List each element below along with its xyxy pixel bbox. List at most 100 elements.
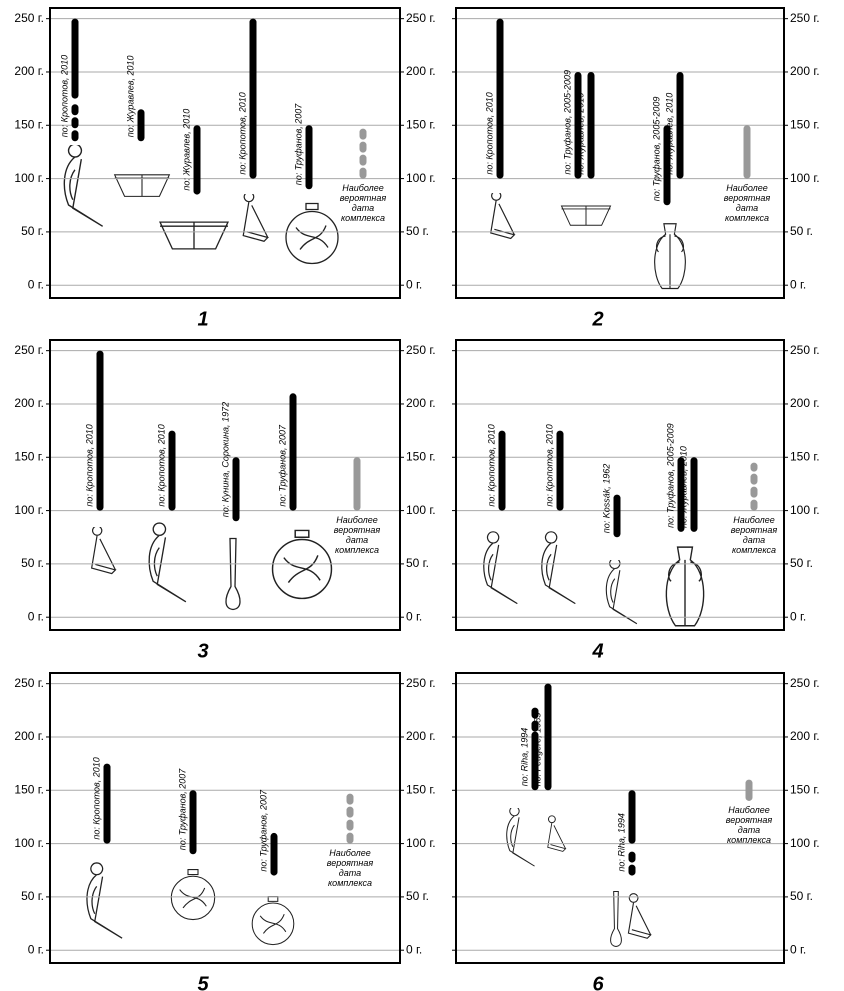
y-tick-label: 200 г. — [790, 64, 820, 78]
artifact — [226, 539, 240, 610]
artifact — [149, 523, 186, 602]
y-tick-label: 0 г. — [28, 609, 44, 623]
y-tick-label: 250 г. — [406, 11, 436, 25]
y-tick-label: 150 г. — [406, 117, 436, 131]
range-label: по: Кропотов, 2010 — [156, 424, 166, 506]
range-label: по: Журавлев, 2010 — [575, 93, 585, 175]
estimate-note-box: Наиболее вероятная дата комплекса — [717, 805, 781, 855]
panel-frame — [50, 8, 400, 298]
artifact — [115, 175, 170, 197]
range-label: по: Feugère, 1985 — [532, 712, 542, 786]
estimate-note-box: Наиболее вероятная дата комплекса — [715, 183, 779, 233]
artifact — [606, 558, 637, 623]
y-tick-label: 50 г. — [790, 224, 813, 238]
y-tick-label: 0 г. — [406, 609, 422, 623]
panel: 0 г. 50 г. 100 г. 150 г. 200 г. 250 г. по: Кро… — [452, 340, 820, 662]
y-tick-label: 250 г. — [790, 343, 820, 357]
estimate-note-box: Наиболее вероятная дата комплекса — [325, 515, 389, 565]
range-label: по: Труфанов, 2007 — [177, 768, 187, 851]
y-tick-label: 50 г. — [21, 889, 44, 903]
artifact — [628, 894, 650, 939]
y-tick-label: 200 г. — [790, 729, 820, 743]
artifact — [160, 222, 228, 249]
y-tick-label: 150 г. — [790, 449, 820, 463]
range-label: по: Кропотов, 2010 — [91, 757, 101, 839]
artifact — [171, 870, 214, 920]
range-label: по: Труфанов, 2007 — [277, 424, 287, 507]
range-label: по: Журавлев, 2010 — [664, 93, 674, 175]
y-tick-label: 0 г. — [28, 942, 44, 956]
range-label: по: Труфанов, 2005-2009 — [562, 70, 572, 175]
y-tick-label: 150 г. — [790, 117, 820, 131]
panel-number: 1 — [197, 308, 208, 330]
range-label: по: Кунина, Сорокина, 1972 — [220, 402, 230, 517]
panel: 0 г.0 г.50 г.50 г.100 г.100 г.150 г.150 … — [14, 340, 435, 662]
y-tick-label: 100 г. — [14, 836, 44, 850]
range-label: по: Riha, 1994 — [616, 813, 626, 872]
estimate-note: Наиболее вероятная дата комплекса — [715, 183, 779, 223]
y-tick-label: 100 г. — [790, 503, 820, 517]
panel-number: 2 — [591, 308, 603, 330]
artifact — [491, 191, 515, 238]
y-tick-label: 100 г. — [790, 836, 820, 850]
y-tick-label: 200 г. — [406, 396, 436, 410]
panel-number: 5 — [197, 973, 209, 991]
range-label: по: Riha, 1994 — [519, 728, 529, 787]
estimate-note-box: Наиболее вероятная дата комплекса — [331, 183, 395, 233]
estimate-note-box: Наиболее вероятная дата комплекса — [318, 848, 382, 898]
y-tick-label: 200 г. — [406, 729, 436, 743]
y-tick-label: 200 г. — [790, 396, 820, 410]
y-tick-label: 150 г. — [14, 449, 44, 463]
range-label: по: Труфанов, 2005-2009 — [665, 423, 675, 528]
y-tick-label: 100 г. — [406, 836, 436, 850]
estimate-note-box: Наиболее вероятная дата комплекса — [722, 515, 786, 565]
panel-frame — [456, 8, 784, 298]
estimate-note: Наиболее вероятная дата комплекса — [717, 805, 781, 845]
artifact — [611, 892, 622, 947]
estimate-note: Наиболее вероятная дата комплекса — [722, 515, 786, 555]
y-tick-label: 50 г. — [406, 556, 429, 570]
y-tick-label: 50 г. — [790, 889, 813, 903]
artifact — [92, 526, 116, 574]
artifact — [548, 816, 566, 852]
y-tick-label: 0 г. — [790, 942, 806, 956]
artifact — [507, 806, 535, 866]
page: 0 г.0 г.50 г.50 г.100 г.100 г.150 г.150 … — [0, 0, 844, 991]
y-tick-label: 50 г. — [406, 889, 429, 903]
range-label: по: Кропотов, 2010 — [544, 424, 554, 506]
range-label: по: Kossák, 1962 — [601, 464, 611, 534]
y-tick-label: 0 г. — [790, 609, 806, 623]
range-label: по: Журавлев, 2010 — [125, 55, 135, 137]
y-tick-label: 200 г. — [14, 396, 44, 410]
panel-frame — [50, 673, 400, 963]
y-tick-label: 150 г. — [406, 782, 436, 796]
artifact — [655, 224, 686, 289]
artifact — [484, 532, 518, 604]
y-tick-label: 250 г. — [406, 343, 436, 357]
artifact — [666, 547, 703, 626]
panel-number: 4 — [591, 640, 603, 662]
artifact — [542, 532, 576, 604]
y-tick-label: 0 г. — [790, 277, 806, 291]
y-tick-label: 0 г. — [28, 277, 44, 291]
y-tick-label: 250 г. — [790, 11, 820, 25]
y-tick-label: 250 г. — [14, 676, 44, 690]
range-label: по: Труфанов, 2005-2009 — [651, 97, 661, 202]
y-tick-label: 200 г. — [14, 64, 44, 78]
y-tick-label: 150 г. — [14, 117, 44, 131]
range-label: по: Журавлев, 2010 — [678, 446, 688, 528]
panel: 0 г.50 г.100 г.150 г.200 г.250 г.по: Кро… — [452, 8, 820, 330]
y-tick-label: 150 г. — [406, 449, 436, 463]
range-label: по: Журавлев, 2010 — [181, 109, 191, 191]
y-tick-label: 250 г. — [14, 11, 44, 25]
artifact — [64, 144, 102, 226]
y-tick-label: 100 г. — [14, 171, 44, 185]
y-tick-label: 50 г. — [790, 556, 813, 570]
range-label: по: Труфанов, 2007 — [258, 789, 268, 872]
artifact — [243, 192, 268, 241]
y-tick-label: 50 г. — [21, 556, 44, 570]
y-tick-label: 150 г. — [14, 782, 44, 796]
y-tick-label: 100 г. — [14, 503, 44, 517]
range-label: по: Труфанов, 2007 — [293, 103, 303, 186]
y-tick-label: 150 г. — [790, 782, 820, 796]
